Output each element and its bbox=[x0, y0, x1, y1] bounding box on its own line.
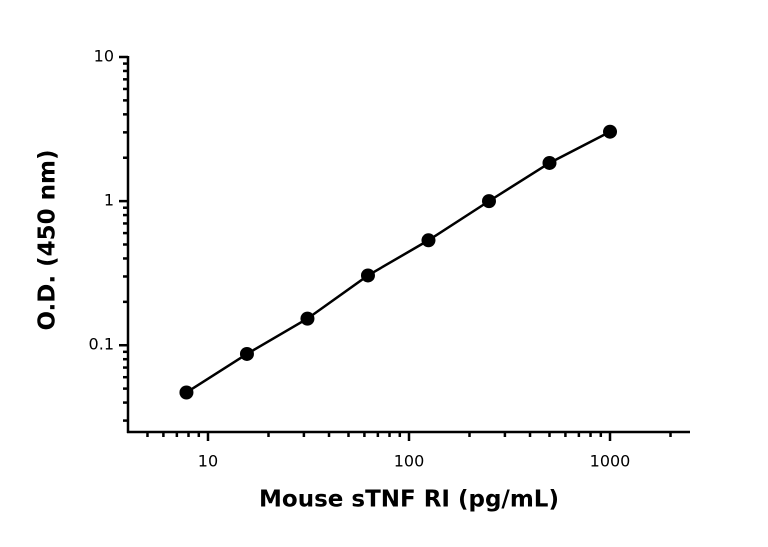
data-point bbox=[421, 233, 436, 248]
y-axis-title: O.D. (450 nm) bbox=[35, 149, 61, 330]
data-point bbox=[542, 155, 557, 170]
data-point bbox=[360, 268, 375, 283]
data-point bbox=[481, 194, 496, 209]
y-tick-label: 1 bbox=[104, 191, 114, 210]
x-tick-label: 100 bbox=[394, 452, 425, 471]
x-axis-title: Mouse sTNF RI (pg/mL) bbox=[259, 487, 559, 513]
y-tick-label: 0.1 bbox=[89, 335, 114, 354]
data-point bbox=[603, 124, 618, 139]
data-point bbox=[239, 346, 254, 361]
x-tick-label: 10 bbox=[198, 452, 218, 471]
fit-line bbox=[185, 130, 611, 394]
x-tick-label: 1000 bbox=[590, 452, 631, 471]
data-point bbox=[300, 311, 315, 326]
data-point bbox=[179, 385, 194, 400]
y-tick-label: 10 bbox=[94, 47, 114, 66]
